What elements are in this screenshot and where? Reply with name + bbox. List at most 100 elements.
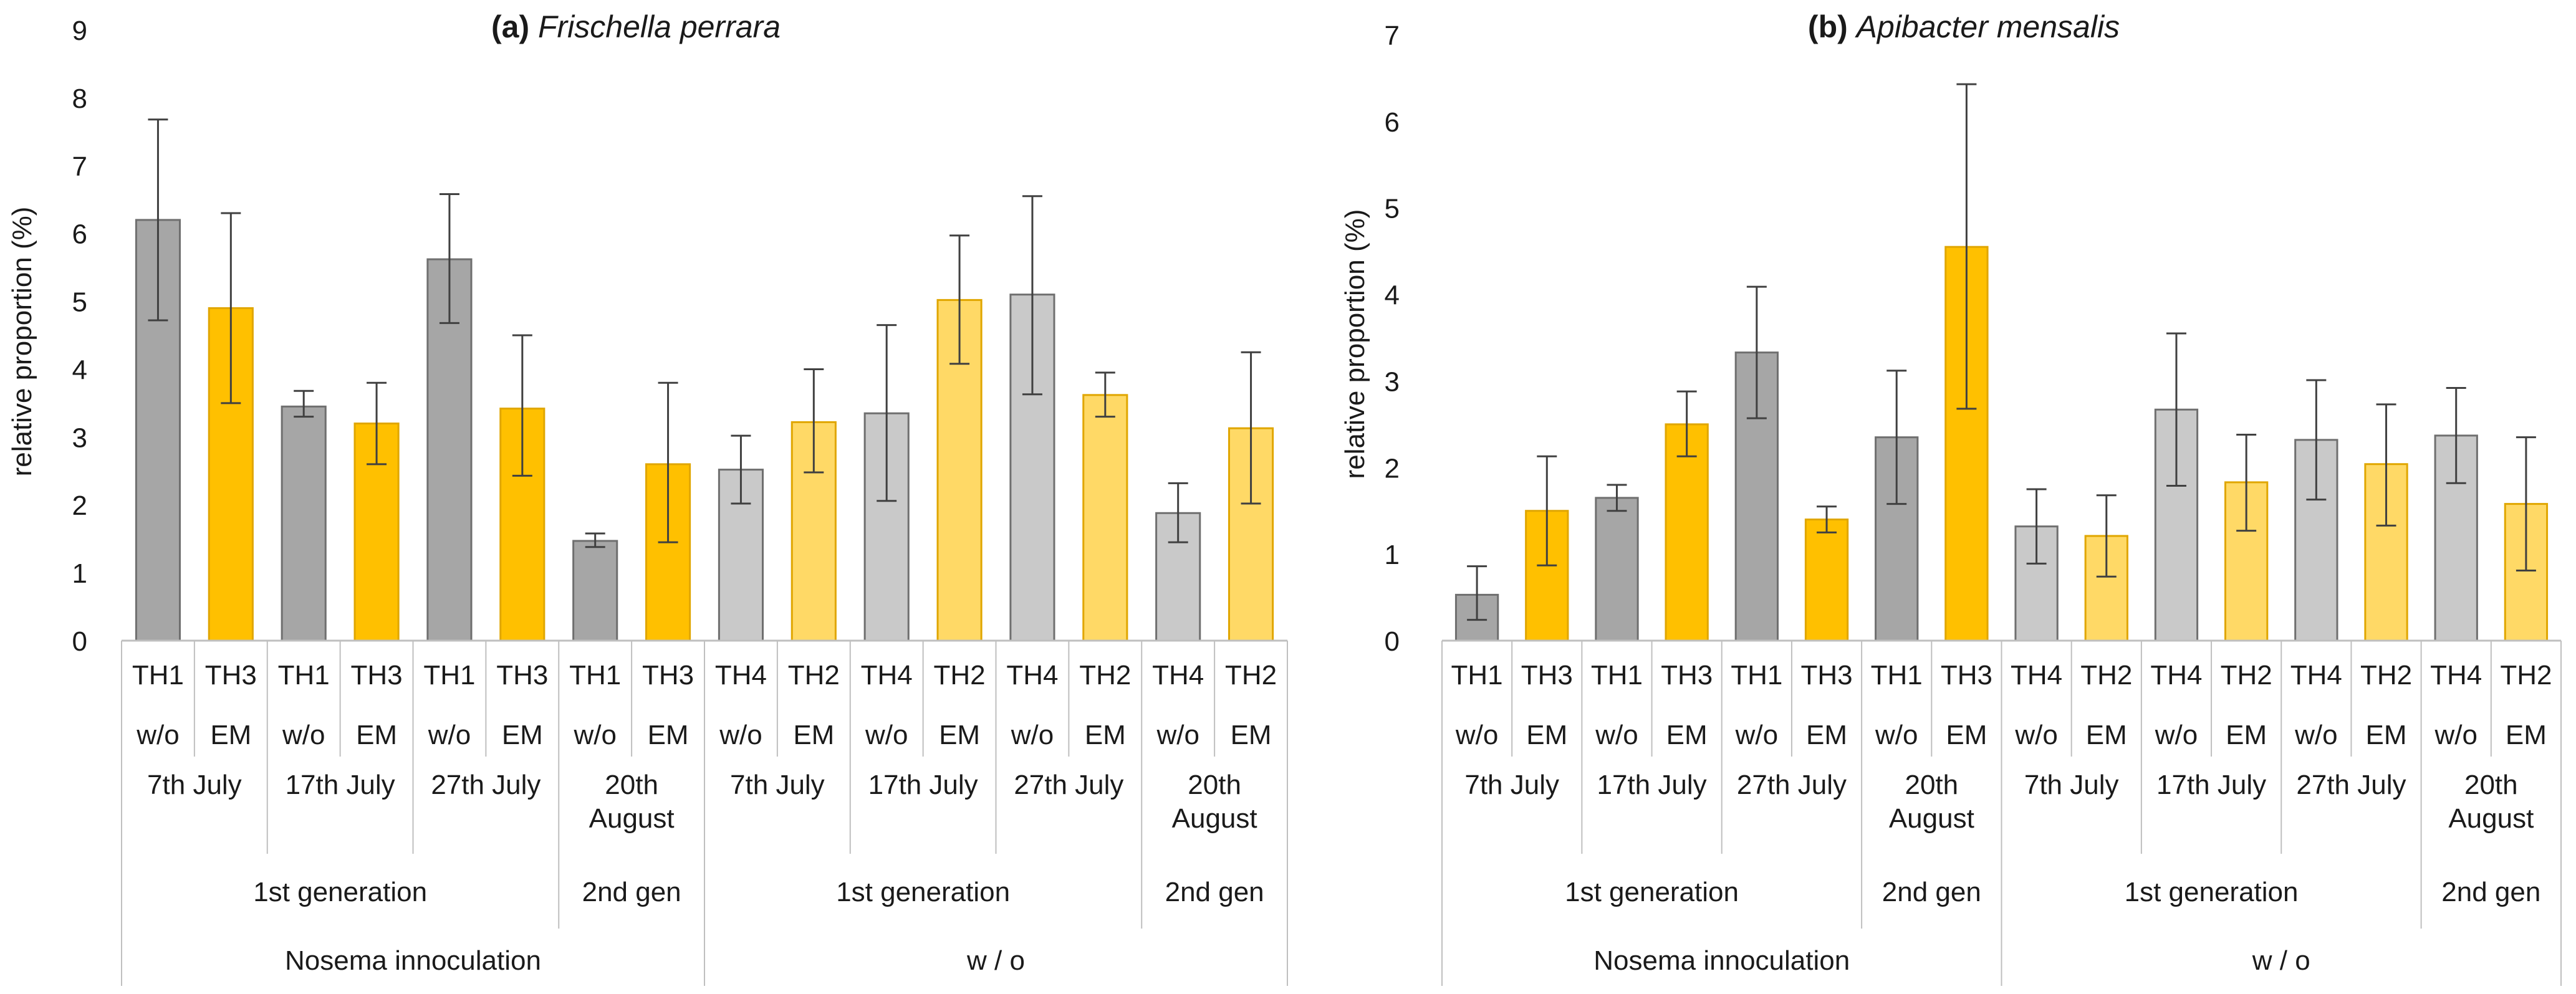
x-group-label: 7th July bbox=[147, 770, 242, 800]
x-tick-label: TH4 bbox=[2430, 660, 2482, 691]
chart-panel-b: (b) Apibacter mensalis relative proportio… bbox=[1340, 9, 2562, 986]
x-group-label: 17th July bbox=[1597, 770, 1707, 800]
x-tick-label: EM bbox=[1946, 720, 1987, 750]
x-tick-label: TH3 bbox=[642, 660, 694, 691]
x-tick-label: TH3 bbox=[1800, 660, 1852, 691]
y-tick-label: 7 bbox=[72, 151, 87, 182]
x-tick-label: TH1 bbox=[1731, 660, 1782, 691]
x-tick-label: w/o bbox=[573, 720, 616, 750]
x-tick-label: TH3 bbox=[496, 660, 548, 691]
x-group-label: 17th July bbox=[286, 770, 395, 800]
x-group-label: 17th July bbox=[868, 770, 978, 800]
x-tick-label: TH1 bbox=[1871, 660, 1923, 691]
x-group-label: 2nd gen bbox=[582, 877, 681, 907]
x-tick-label: EM bbox=[2226, 720, 2267, 750]
y-axis-label: relative proportion (%) bbox=[7, 207, 37, 477]
x-tick-label: w/o bbox=[1011, 720, 1054, 750]
x-group-label: 20th bbox=[1905, 770, 1958, 800]
x-group-label: 1st generation bbox=[836, 877, 1010, 907]
x-group-label: Nosema innoculation bbox=[1593, 945, 1850, 976]
x-tick-label: TH1 bbox=[423, 660, 475, 691]
x-tick-label: w/o bbox=[1735, 720, 1778, 750]
x-tick-label: EM bbox=[2086, 720, 2127, 750]
y-tick-label: 6 bbox=[1385, 107, 1400, 138]
x-tick-label: w/o bbox=[2434, 720, 2477, 750]
x-tick-label: w/o bbox=[1156, 720, 1199, 750]
x-tick-label: TH1 bbox=[1591, 660, 1643, 691]
y-tick-label: 9 bbox=[72, 16, 87, 46]
x-tick-label: TH4 bbox=[715, 660, 767, 691]
x-group-label: 27th July bbox=[1014, 770, 1123, 800]
x-tick-label: TH2 bbox=[1079, 660, 1131, 691]
x-tick-label: TH2 bbox=[2221, 660, 2272, 691]
x-group-label: August bbox=[2448, 803, 2534, 834]
x-group-label: 2nd gen bbox=[2441, 877, 2540, 907]
x-group-label: 7th July bbox=[2024, 770, 2119, 800]
y-tick-label: 3 bbox=[72, 423, 87, 453]
y-tick-label: 8 bbox=[72, 84, 87, 114]
x-group-label: August bbox=[1889, 803, 1974, 834]
x-tick-label: TH3 bbox=[351, 660, 403, 691]
x-tick-label: w/o bbox=[428, 720, 471, 750]
x-tick-label: EM bbox=[1085, 720, 1126, 750]
species-name: Frischella perrara bbox=[538, 9, 781, 44]
x-tick-label: TH1 bbox=[1451, 660, 1503, 691]
y-tick-label: 4 bbox=[1385, 280, 1400, 311]
x-tick-label: TH1 bbox=[569, 660, 621, 691]
x-group-label: w / o bbox=[966, 945, 1025, 976]
x-tick-label: TH2 bbox=[1225, 660, 1277, 691]
x-group-label: 7th July bbox=[730, 770, 825, 800]
y-axis-label: relative proportion (%) bbox=[1340, 209, 1370, 479]
x-group-label: 27th July bbox=[2296, 770, 2406, 800]
x-group-label: 20th bbox=[605, 770, 658, 800]
x-group-label: 27th July bbox=[1737, 770, 1847, 800]
x-tick-label: EM bbox=[1231, 720, 1272, 750]
x-tick-label: TH3 bbox=[1661, 660, 1713, 691]
x-tick-label: w/o bbox=[1875, 720, 1918, 750]
x-tick-label: EM bbox=[648, 720, 689, 750]
y-tick-label: 1 bbox=[1385, 540, 1400, 570]
x-tick-label: TH4 bbox=[1152, 660, 1204, 691]
x-tick-label: TH2 bbox=[2500, 660, 2552, 691]
species-name: Apibacter mensalis bbox=[1855, 9, 2120, 44]
x-group-label: August bbox=[1172, 803, 1257, 834]
x-tick-label: TH3 bbox=[205, 660, 257, 691]
bar bbox=[1082, 394, 1128, 642]
x-tick-label: TH3 bbox=[1941, 660, 1992, 691]
x-group-label: 2nd gen bbox=[1882, 877, 1981, 907]
chart-title: (a) Frischella perrara bbox=[491, 9, 781, 44]
y-tick-label: 1 bbox=[72, 558, 87, 589]
x-tick-label: EM bbox=[1526, 720, 1567, 750]
y-tick-label: 0 bbox=[72, 626, 87, 657]
bar bbox=[1595, 497, 1639, 642]
x-tick-label: w/o bbox=[2294, 720, 2337, 750]
bar bbox=[1804, 519, 1849, 642]
panel-label: (b) bbox=[1808, 9, 1857, 44]
x-group-label: 27th July bbox=[431, 770, 541, 800]
x-tick-label: w/o bbox=[1595, 720, 1638, 750]
x-tick-label: w/o bbox=[282, 720, 325, 750]
x-group-label: 20th bbox=[2464, 770, 2518, 800]
x-tick-label: TH4 bbox=[1006, 660, 1058, 691]
x-tick-label: w/o bbox=[136, 720, 179, 750]
x-tick-label: TH1 bbox=[278, 660, 330, 691]
x-tick-label: EM bbox=[1666, 720, 1708, 750]
x-group-label: 1st generation bbox=[1565, 877, 1739, 907]
y-tick-label: 0 bbox=[1385, 626, 1400, 657]
x-tick-label: TH4 bbox=[2150, 660, 2202, 691]
x-group-label: 20th bbox=[1188, 770, 1241, 800]
x-tick-label: w/o bbox=[865, 720, 908, 750]
y-tick-label: 3 bbox=[1385, 366, 1400, 397]
x-tick-label: w/o bbox=[2155, 720, 2198, 750]
x-group-label: 1st generation bbox=[253, 877, 427, 907]
x-tick-label: TH4 bbox=[2290, 660, 2342, 691]
x-tick-label: EM bbox=[2366, 720, 2407, 750]
x-tick-label: TH2 bbox=[934, 660, 986, 691]
x-tick-label: TH2 bbox=[2080, 660, 2132, 691]
x-group-label: 2nd gen bbox=[1165, 877, 1264, 907]
x-tick-label: w/o bbox=[2014, 720, 2057, 750]
x-tick-label: TH2 bbox=[788, 660, 840, 691]
x-tick-label: EM bbox=[939, 720, 980, 750]
